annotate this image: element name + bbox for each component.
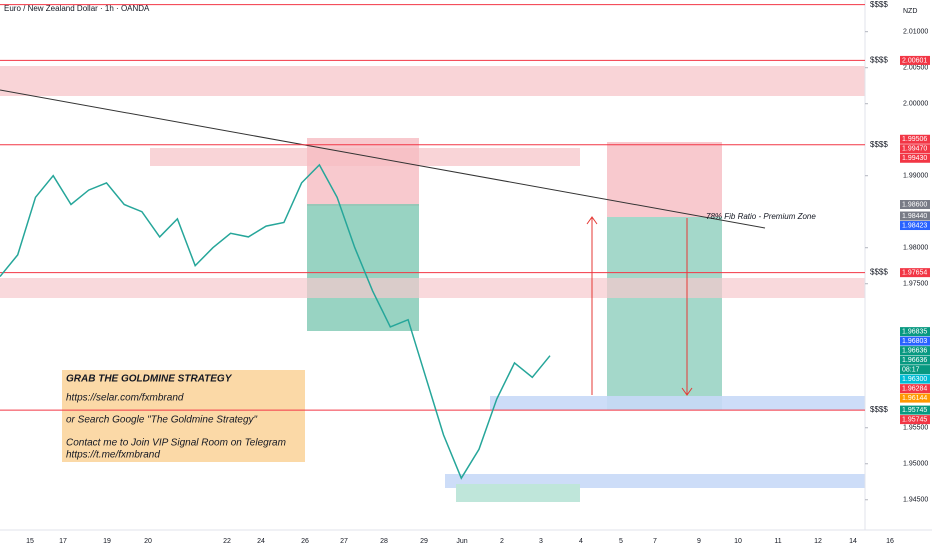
price-label: 2.00601 xyxy=(902,57,927,64)
price-label: 1.95745 xyxy=(902,416,927,423)
y-tick-label: 1.98000 xyxy=(903,245,928,252)
x-tick-label: 22 xyxy=(223,538,231,545)
y-tick-label: 1.94500 xyxy=(903,497,928,504)
price-label-box xyxy=(900,384,930,394)
price-label-box xyxy=(900,55,930,65)
note-line: https://selar.com/fxmbrand xyxy=(66,393,184,404)
price-label: 1.98440 xyxy=(902,213,927,220)
price-label-box xyxy=(900,211,930,221)
price-label-box xyxy=(900,346,930,356)
x-tick-label: 27 xyxy=(340,538,348,545)
y-tick-label: 2.00000 xyxy=(903,101,928,108)
price-label: 1.96636 xyxy=(902,347,927,354)
demand-zone xyxy=(490,396,865,410)
supply-zone xyxy=(0,66,865,96)
price-label: 1.97654 xyxy=(902,269,927,276)
price-label: 1.96636 xyxy=(902,357,927,364)
y-tick-label: 1.97500 xyxy=(903,281,928,288)
note-box xyxy=(62,370,305,462)
sl-zone xyxy=(307,138,419,206)
price-label-box xyxy=(900,327,930,337)
price-label-box xyxy=(900,393,930,403)
level-label: $$$$ xyxy=(870,268,888,277)
price-label: 1.95745 xyxy=(902,407,927,414)
x-tick-label: 9 xyxy=(697,538,701,545)
price-label-box xyxy=(900,415,930,425)
x-tick-label: 29 xyxy=(420,538,428,545)
price-label-box xyxy=(900,336,930,346)
y-tick-label: 1.95500 xyxy=(903,425,928,432)
x-tick-label: 16 xyxy=(886,538,894,545)
price-label-box xyxy=(900,200,930,210)
price-label-box xyxy=(900,134,930,144)
x-tick-label: 15 xyxy=(26,538,34,545)
x-tick-label: 17 xyxy=(59,538,67,545)
price-label: 1.99470 xyxy=(902,146,927,153)
supply-zone xyxy=(0,278,865,298)
price-label-box xyxy=(900,221,930,231)
price-label: 1.98423 xyxy=(902,222,927,229)
y-tick-label: 1.99000 xyxy=(903,173,928,180)
zones xyxy=(0,66,865,502)
price-label-box xyxy=(900,268,930,278)
price-label-box xyxy=(900,144,930,154)
x-tick-label: 4 xyxy=(579,538,583,545)
y-tick-label: 1.95000 xyxy=(903,461,928,468)
price-line xyxy=(0,163,551,480)
price-label: 1.99506 xyxy=(902,136,927,143)
arrow-head xyxy=(681,387,693,396)
price-label: 1.96835 xyxy=(902,328,927,335)
x-tick-label: 28 xyxy=(380,538,388,545)
price-label: 1.98600 xyxy=(902,201,927,208)
x-tick-label: 11 xyxy=(774,538,781,545)
arrow-head xyxy=(586,216,598,225)
price-label: 1.96144 xyxy=(902,395,927,402)
x-tick-label: 10 xyxy=(734,538,742,545)
x-tick-label: 26 xyxy=(301,538,309,545)
demand-zone xyxy=(456,484,580,502)
currency: NZD xyxy=(903,8,917,15)
price-label: 1.96284 xyxy=(902,385,927,392)
price-label: 1.99430 xyxy=(902,155,927,162)
trend-line xyxy=(0,89,766,229)
price-label-box xyxy=(900,153,930,163)
price-label-box xyxy=(900,355,930,365)
x-tick-label: 7 xyxy=(653,538,657,545)
x-tick-label: 19 xyxy=(103,538,111,545)
x-tick-label: Jun xyxy=(456,538,467,545)
x-tick-label: 2 xyxy=(500,538,504,545)
note-line: Contact me to Join VIP Signal Room on Te… xyxy=(66,438,286,449)
countdown-box xyxy=(900,365,930,375)
x-tick-label: 3 xyxy=(539,538,543,545)
annotation: 78% Fib Ratio - Premium Zone xyxy=(706,212,816,221)
price-label-box xyxy=(900,374,930,384)
level-label: $$$$ xyxy=(870,405,888,414)
tp-zone xyxy=(607,217,722,410)
y-tick-label: 2.01000 xyxy=(903,29,928,36)
note-line: or Search Google "The Goldmine Strategy" xyxy=(66,415,258,426)
price-label: 1.96300 xyxy=(902,376,927,383)
x-tick-label: 20 xyxy=(144,538,152,545)
note-line: https://t.me/fxmbrand xyxy=(66,450,160,461)
x-tick-label: 5 xyxy=(619,538,623,545)
level-label: $$$$ xyxy=(870,56,888,65)
y-tick-label: 2.00500 xyxy=(903,65,928,72)
note-line: GRAB THE GOLDMINE STRATEGY xyxy=(66,374,233,385)
level-label: $$$$ xyxy=(870,0,888,9)
price-label-box xyxy=(900,405,930,415)
price-label: 1.96803 xyxy=(902,338,927,345)
x-tick-label: 12 xyxy=(814,538,822,545)
level-label: $$$$ xyxy=(870,140,888,149)
countdown: 08:17 xyxy=(902,366,920,373)
x-tick-label: 14 xyxy=(849,538,857,545)
x-tick-label: 24 xyxy=(257,538,265,545)
sl-zone xyxy=(607,142,722,217)
chart-title: Euro / New Zealand Dollar · 1h · OANDA xyxy=(4,4,150,13)
